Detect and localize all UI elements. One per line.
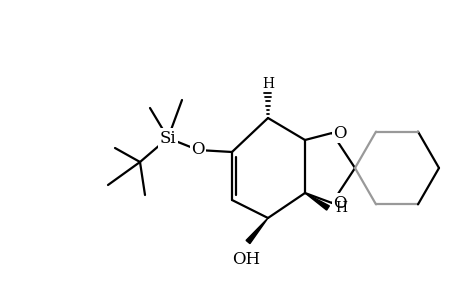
Text: O: O <box>332 124 346 142</box>
Text: H: H <box>334 201 346 215</box>
Text: Si: Si <box>159 130 176 146</box>
Text: OH: OH <box>231 251 259 268</box>
Text: O: O <box>332 194 346 212</box>
Polygon shape <box>246 218 268 244</box>
Text: O: O <box>191 140 204 158</box>
Text: H: H <box>262 77 274 91</box>
Polygon shape <box>304 193 329 210</box>
